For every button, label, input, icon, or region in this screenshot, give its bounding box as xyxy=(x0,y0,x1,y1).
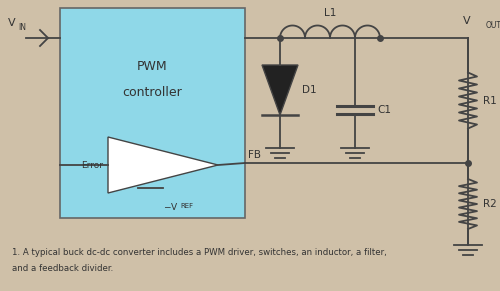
Text: REF: REF xyxy=(180,203,193,209)
Text: controller: controller xyxy=(122,86,182,98)
Bar xyxy=(60,8,245,218)
Text: $-$V: $-$V xyxy=(163,201,178,212)
Text: 1. A typical buck dc-dc converter includes a PWM driver, switches, an inductor, : 1. A typical buck dc-dc converter includ… xyxy=(12,248,387,257)
Text: C1: C1 xyxy=(377,105,391,115)
Text: V: V xyxy=(8,18,16,28)
Text: R2: R2 xyxy=(483,199,497,209)
Text: Error: Error xyxy=(81,161,103,169)
Text: PWM: PWM xyxy=(137,60,168,73)
Polygon shape xyxy=(262,65,298,115)
Text: IN: IN xyxy=(18,23,26,32)
Text: FB: FB xyxy=(248,150,261,160)
Text: R1: R1 xyxy=(483,95,497,106)
Text: and a feedback divider.: and a feedback divider. xyxy=(12,264,113,273)
Text: V: V xyxy=(463,16,470,26)
Text: D1: D1 xyxy=(302,85,316,95)
Polygon shape xyxy=(108,137,218,193)
Text: L1: L1 xyxy=(324,8,336,17)
Text: OUT: OUT xyxy=(486,21,500,30)
